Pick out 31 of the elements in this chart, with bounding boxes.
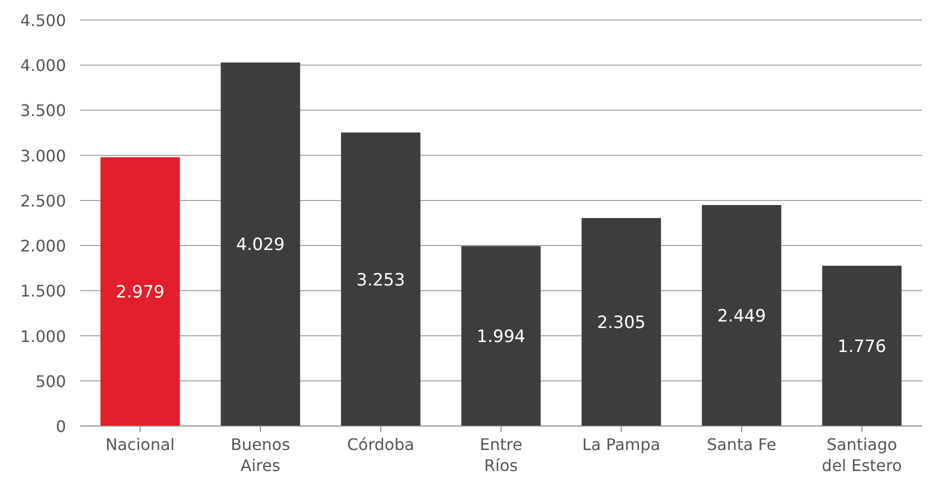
y-tick-label: 3.500 xyxy=(20,101,66,120)
x-tick-label: Santiago del Estero xyxy=(822,435,902,475)
y-tick-label: 0 xyxy=(56,417,66,436)
bar xyxy=(100,157,180,426)
x-tick-label: La Pampa xyxy=(582,435,660,454)
bar xyxy=(461,246,541,426)
x-tick-label: Córdoba xyxy=(347,435,414,454)
x-tick-label: Entre Ríos xyxy=(480,435,522,475)
data-label: 3.253 xyxy=(356,270,406,290)
data-label: 1.776 xyxy=(838,336,886,357)
y-tick-label: 1.000 xyxy=(20,326,66,346)
data-label: 2.449 xyxy=(717,306,766,327)
data-label: 4.029 xyxy=(236,235,285,256)
bar xyxy=(582,218,661,426)
y-tick-label: 3.000 xyxy=(20,146,66,166)
y-tick-label: 2.500 xyxy=(20,191,66,210)
bar xyxy=(702,205,782,426)
data-label: 2.305 xyxy=(596,313,646,334)
x-tick-label: Buenos Aires xyxy=(230,435,290,475)
x-tick-label: Nacional xyxy=(106,435,175,454)
y-tick-label: 4.500 xyxy=(20,11,66,30)
bar xyxy=(822,266,902,426)
y-tick-label: 2.000 xyxy=(20,236,66,256)
x-tick-label: Santa Fe xyxy=(706,435,776,454)
bar xyxy=(341,132,420,426)
y-tick-label: 500 xyxy=(35,372,66,391)
data-label: 1.994 xyxy=(476,327,526,348)
bar xyxy=(220,62,300,426)
y-tick-label: 4.000 xyxy=(20,56,66,76)
y-tick-label: 1.500 xyxy=(20,282,66,301)
data-label: 2.979 xyxy=(116,282,164,303)
